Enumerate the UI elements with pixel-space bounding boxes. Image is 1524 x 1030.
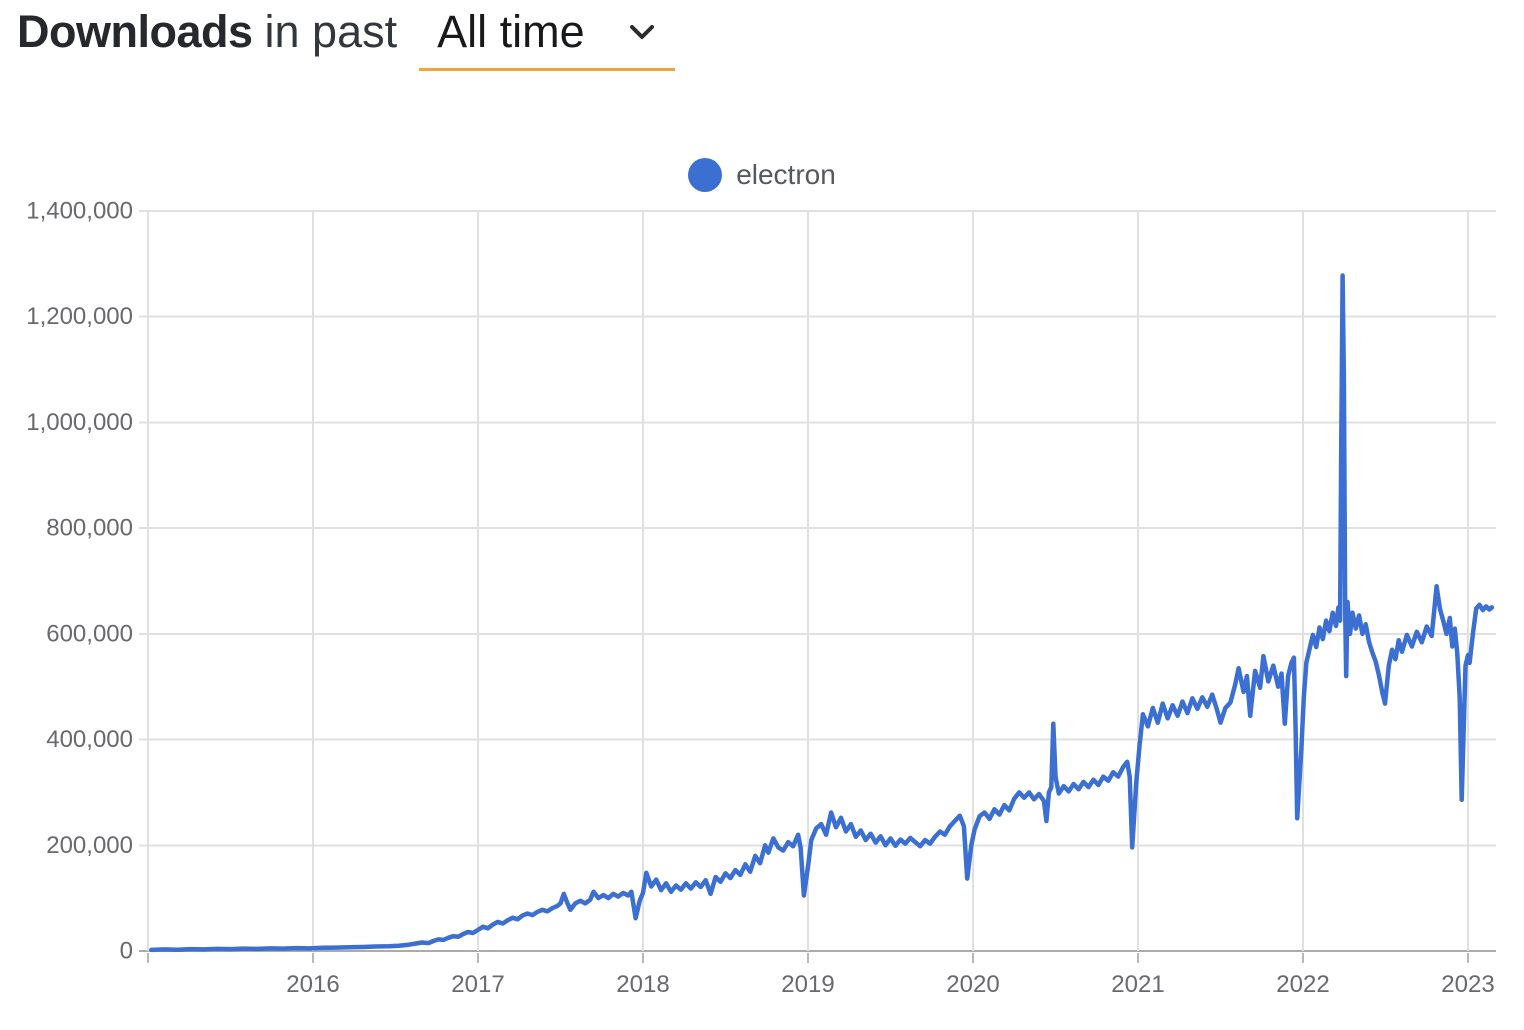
x-tick-label: 2016 (286, 971, 339, 998)
x-tick-label: 2021 (1111, 971, 1164, 998)
x-tick-label: 2023 (1441, 971, 1494, 998)
page-title: Downloads (17, 6, 253, 57)
series-marker-icon[interactable] (688, 158, 723, 192)
x-tick-label: 2022 (1276, 971, 1329, 998)
chevron-down-icon (630, 25, 655, 39)
legend: electron (0, 158, 1524, 192)
y-tick-label: 400,000 (46, 726, 133, 753)
x-tick-label: 2020 (946, 971, 999, 998)
y-tick-label: 800,000 (46, 515, 133, 542)
page-header: Downloads in past All time (17, 6, 676, 71)
x-tick-label: 2017 (451, 971, 504, 998)
y-tick-label: 600,000 (46, 620, 133, 647)
y-tick-label: 1,200,000 (26, 303, 133, 330)
series-label[interactable]: electron (736, 159, 836, 190)
x-tick-label: 2018 (616, 971, 669, 998)
y-tick-label: 1,400,000 (26, 198, 133, 225)
y-tick-label: 0 (120, 938, 133, 965)
time-range-select[interactable]: All time (419, 6, 676, 71)
page-title-suffix: in past (264, 6, 398, 57)
x-tick-label: 2019 (781, 971, 834, 998)
series-line-electron (149, 273, 1495, 953)
y-tick-label: 1,000,000 (26, 409, 133, 436)
y-tick-label: 200,000 (46, 832, 133, 859)
time-range-value: All time (437, 6, 585, 57)
